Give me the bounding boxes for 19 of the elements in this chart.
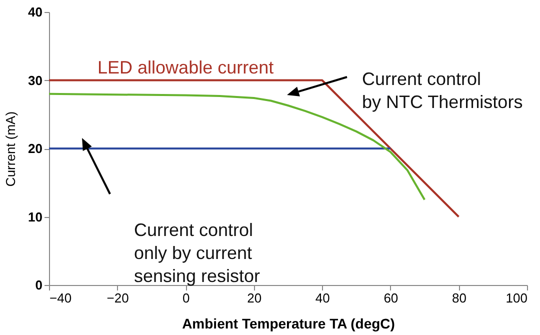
x-tick-label: 100 — [506, 290, 528, 306]
x-tick-label: −20 — [106, 290, 129, 306]
y-tick-label: 10 — [28, 209, 42, 224]
annotation: Current control by NTC Thermistors — [362, 69, 523, 112]
annotation: Current control only by current sensing resistor — [134, 220, 260, 286]
x-tick-label: −40 — [50, 290, 72, 306]
x-tick-label: 60 — [384, 290, 398, 306]
y-tick-label: 0 — [35, 278, 42, 292]
y-tick-label: 20 — [28, 141, 42, 156]
line-series — [49, 92, 426, 201]
x-tick-label: 20 — [247, 290, 262, 306]
y-axis-title: Current (mA) — [3, 111, 18, 187]
x-tick-label: 40 — [315, 290, 330, 306]
x-axis-title: Ambient Temperature TA (degC) — [182, 316, 395, 332]
x-tick-label: 80 — [452, 290, 466, 306]
x-tick-label: 0 — [182, 290, 190, 306]
y-tick-label: 40 — [28, 4, 42, 20]
y-tick-label: 30 — [28, 72, 42, 88]
series-label: LED allowable current — [98, 57, 274, 78]
